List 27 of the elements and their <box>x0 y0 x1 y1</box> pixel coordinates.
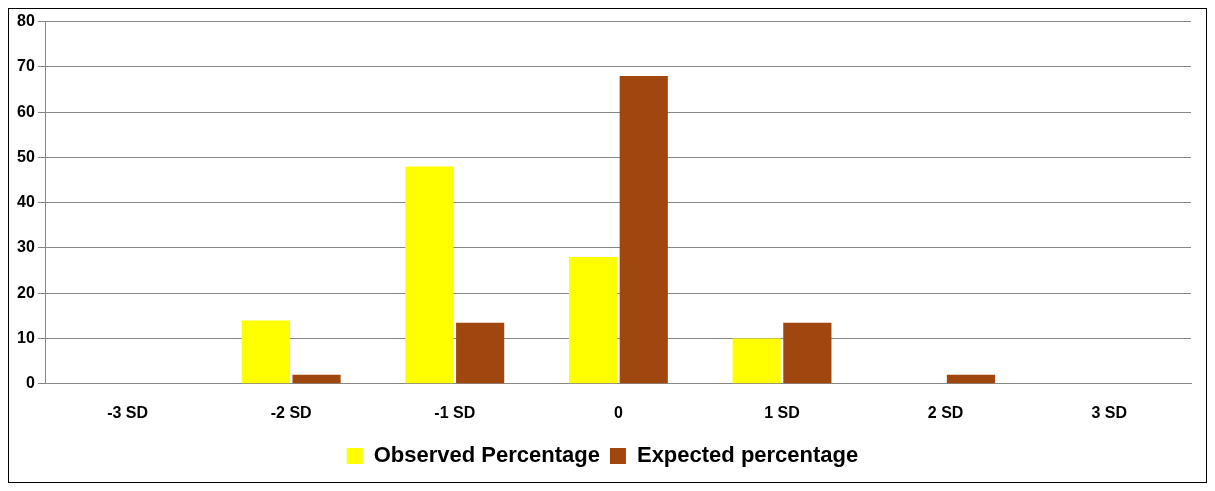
bar <box>292 374 341 384</box>
y-tick-label: 20 <box>17 283 35 301</box>
y-tick-label: 60 <box>17 102 35 120</box>
y-tick-label: 10 <box>17 328 35 346</box>
x-tick-label: 1 SD <box>764 403 800 421</box>
x-tick-label: -2 SD <box>270 403 312 421</box>
bar <box>456 322 505 384</box>
x-tick-label: 2 SD <box>927 403 964 421</box>
y-tick-label: 40 <box>17 193 35 211</box>
y-tick-label: 50 <box>17 147 35 165</box>
legend-label: Expected percentage <box>636 442 859 468</box>
y-tick-label: 30 <box>17 238 35 256</box>
bar <box>619 75 668 384</box>
bar <box>946 374 996 384</box>
bar <box>405 166 454 384</box>
x-tick-label: 3 SD <box>1091 403 1127 421</box>
bar <box>568 257 618 384</box>
x-tick-label: 0 <box>613 403 623 421</box>
y-tick-label: 70 <box>17 57 35 75</box>
y-tick-label: 0 <box>25 374 35 392</box>
bar <box>783 322 832 384</box>
bar <box>241 320 290 384</box>
bar <box>732 338 781 384</box>
legend-label: Observed Percentage <box>373 442 600 468</box>
y-tick-label: 80 <box>17 12 35 30</box>
x-tick-label: -3 SD <box>107 403 149 421</box>
x-tick-label: -1 SD <box>434 403 476 421</box>
